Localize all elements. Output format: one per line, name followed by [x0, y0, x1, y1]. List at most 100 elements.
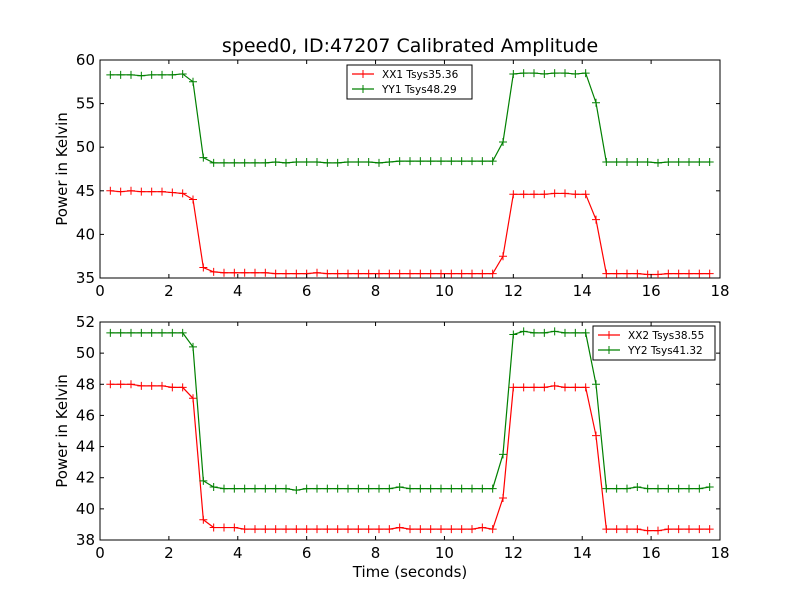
- data-point: [571, 383, 580, 392]
- data-point: [519, 327, 528, 336]
- x-tick-label: 16: [642, 544, 661, 562]
- data-point: [695, 269, 704, 278]
- data-point: [375, 525, 383, 534]
- data-point: [240, 158, 249, 167]
- data-point: [230, 268, 239, 277]
- x-tick-label: 2: [164, 544, 174, 562]
- data-point: [478, 484, 487, 493]
- data-point: [468, 269, 476, 278]
- data-point: [323, 269, 332, 278]
- data-point: [344, 484, 352, 493]
- data-point: [127, 70, 135, 79]
- data-point: [251, 158, 259, 167]
- legend-marker: [605, 331, 613, 339]
- data-point: [561, 69, 569, 78]
- data-point: [664, 269, 673, 278]
- data-point: [261, 268, 270, 277]
- data-point: [592, 98, 600, 107]
- data-point: [168, 70, 177, 79]
- data-point: [540, 383, 549, 392]
- legend-label: XX1 Tsys35.36: [382, 69, 459, 81]
- y-tick-label: 42: [76, 469, 95, 487]
- data-point: [158, 381, 166, 390]
- x-tick-label: 8: [371, 282, 381, 300]
- data-point: [333, 158, 342, 167]
- data-point: [282, 525, 290, 534]
- data-point: [488, 269, 497, 278]
- data-point: [654, 526, 662, 535]
- data-point: [571, 328, 580, 337]
- data-point: [550, 381, 559, 390]
- data-point: [302, 525, 311, 534]
- data-point: [344, 269, 352, 278]
- series-1: [106, 380, 714, 535]
- data-point: [695, 484, 704, 493]
- data-point: [209, 158, 218, 167]
- data-point: [664, 525, 673, 534]
- data-point: [147, 187, 156, 196]
- data-point: [674, 484, 683, 493]
- legend-item: YY1 Tsys48.29: [352, 84, 457, 96]
- data-point: [209, 523, 218, 532]
- data-point: [230, 158, 239, 167]
- data-point: [106, 380, 115, 389]
- data-point: [271, 525, 280, 534]
- x-tick-label: 4: [233, 544, 243, 562]
- data-point: [261, 158, 270, 167]
- y-tick-label: 40: [76, 225, 95, 243]
- data-point: [333, 525, 342, 534]
- y-axis-label: Power in Kelvin: [53, 112, 71, 226]
- data-point: [385, 525, 394, 534]
- data-point: [158, 187, 166, 196]
- data-point: [127, 328, 135, 337]
- data-point: [447, 157, 456, 166]
- data-point: [189, 77, 197, 86]
- data-point: [127, 380, 135, 389]
- data-point: [364, 525, 373, 534]
- data-point: [468, 484, 476, 493]
- data-point: [623, 525, 631, 534]
- subplot-1: 0 2 4 6 8 10 12 14 16 18 35 40 45 50 55 60 Power in Kelv…: [53, 51, 730, 300]
- data-point: [106, 328, 115, 337]
- data-point: [416, 525, 425, 534]
- data-point: [364, 158, 373, 167]
- x-tick-label: 2: [164, 282, 174, 300]
- data-point: [199, 515, 208, 524]
- data-point: [406, 157, 414, 166]
- data-point: [416, 269, 425, 278]
- data-point: [633, 525, 642, 534]
- data-point: [571, 69, 580, 78]
- data-point: [509, 383, 518, 392]
- data-point: [178, 189, 187, 198]
- data-point: [643, 270, 652, 278]
- y-tick-label: 50: [76, 344, 95, 362]
- data-point: [395, 523, 404, 532]
- data-point: [674, 269, 683, 278]
- data-point: [354, 269, 363, 278]
- y-tick-label: 60: [76, 51, 95, 69]
- y-tick-label: 55: [76, 95, 95, 113]
- data-point: [519, 383, 528, 392]
- data-point: [633, 158, 642, 167]
- data-point: [116, 328, 125, 337]
- data-point: [375, 158, 383, 167]
- data-point: [478, 269, 487, 278]
- data-point: [426, 484, 435, 493]
- data-point: [313, 484, 321, 493]
- data-point: [664, 484, 673, 493]
- data-point: [705, 158, 714, 167]
- data-point: [602, 158, 611, 167]
- legend-box: [346, 64, 473, 100]
- y-tick-label: 46: [76, 406, 95, 424]
- data-point: [437, 157, 445, 166]
- data-point: [199, 153, 208, 162]
- y-tick-label: 50: [76, 138, 95, 156]
- data-point: [282, 158, 290, 167]
- data-point: [664, 158, 673, 167]
- data-point: [561, 189, 569, 198]
- data-point: [116, 70, 125, 79]
- data-point: [602, 269, 611, 278]
- data-point: [695, 525, 704, 534]
